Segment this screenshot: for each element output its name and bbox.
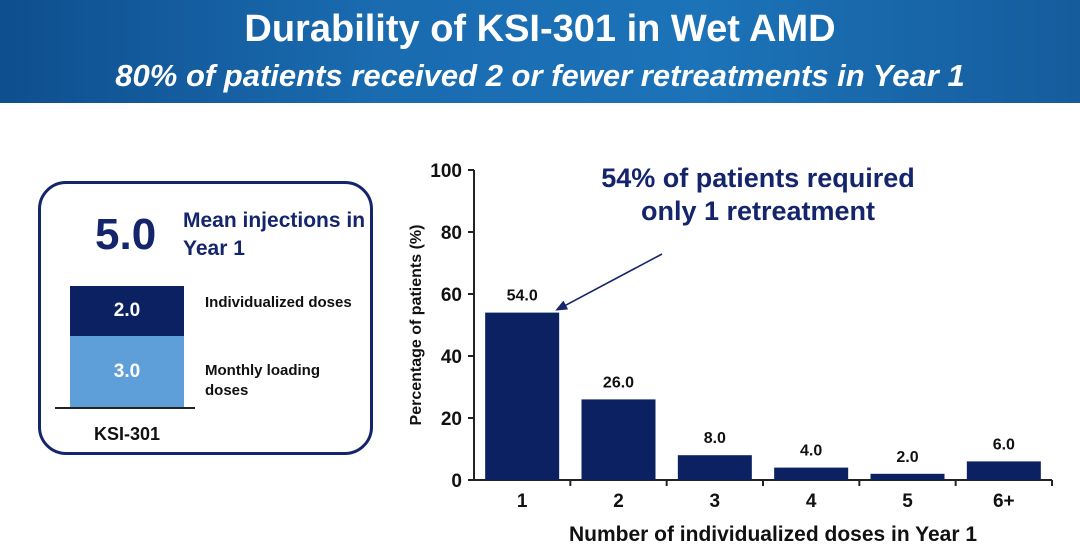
data-label: 26.0 [603,374,634,391]
x-axis-label: Number of individualized doses in Year 1 [569,523,977,546]
stack-segment-individualized: 2.0 [70,286,184,336]
x-tick-label: 4 [806,491,817,512]
x-tick-label: 2 [613,491,624,512]
data-label: 4.0 [800,443,822,460]
y-axis-label: Percentage of patients (%) [408,225,425,426]
y-tick-label: 0 [451,471,462,492]
x-tick-label: 5 [902,491,913,512]
bar [581,399,656,480]
stack-legend-individualized: Individualized doses [205,294,352,311]
y-tick-label: 60 [441,285,462,306]
y-tick-label: 80 [441,223,462,244]
page-subtitle: 80% of patients received 2 or fewer retr… [115,58,965,93]
mean-injections-label: Mean injections in Year 1 [183,209,366,260]
stack-category-label: KSI-301 [93,424,161,444]
x-tick-label: 1 [517,491,528,512]
page-title: Durability of KSI-301 in Wet AMD [244,8,836,50]
y-tick-label: 40 [441,347,462,368]
callout-text: 54% of patients required only 1 retreatm… [601,163,915,226]
y-tick-label: 100 [430,161,462,182]
x-tick-label: 3 [710,491,721,512]
bar [966,461,1041,480]
stack-legend-loading: Monthly loading doses [205,362,320,399]
mean-injections-value: 5.0 [95,210,157,259]
callout-arrowhead [555,300,569,311]
stack-baseline [55,407,195,409]
stack-segment-loading: 3.0 [70,336,184,408]
data-label: 2.0 [896,449,918,466]
header-banner: Durability of KSI-301 in Wet AMD 80% of … [0,0,1080,103]
y-tick-label: 20 [441,409,462,430]
data-label: 8.0 [704,430,726,447]
bar [677,455,752,480]
bar [485,312,560,480]
callout-arrow-line [562,253,663,308]
data-label: 6.0 [993,436,1015,453]
bar [870,473,945,480]
data-label: 54.0 [507,288,538,305]
bar [774,467,849,480]
x-tick-label: 6+ [993,491,1015,512]
